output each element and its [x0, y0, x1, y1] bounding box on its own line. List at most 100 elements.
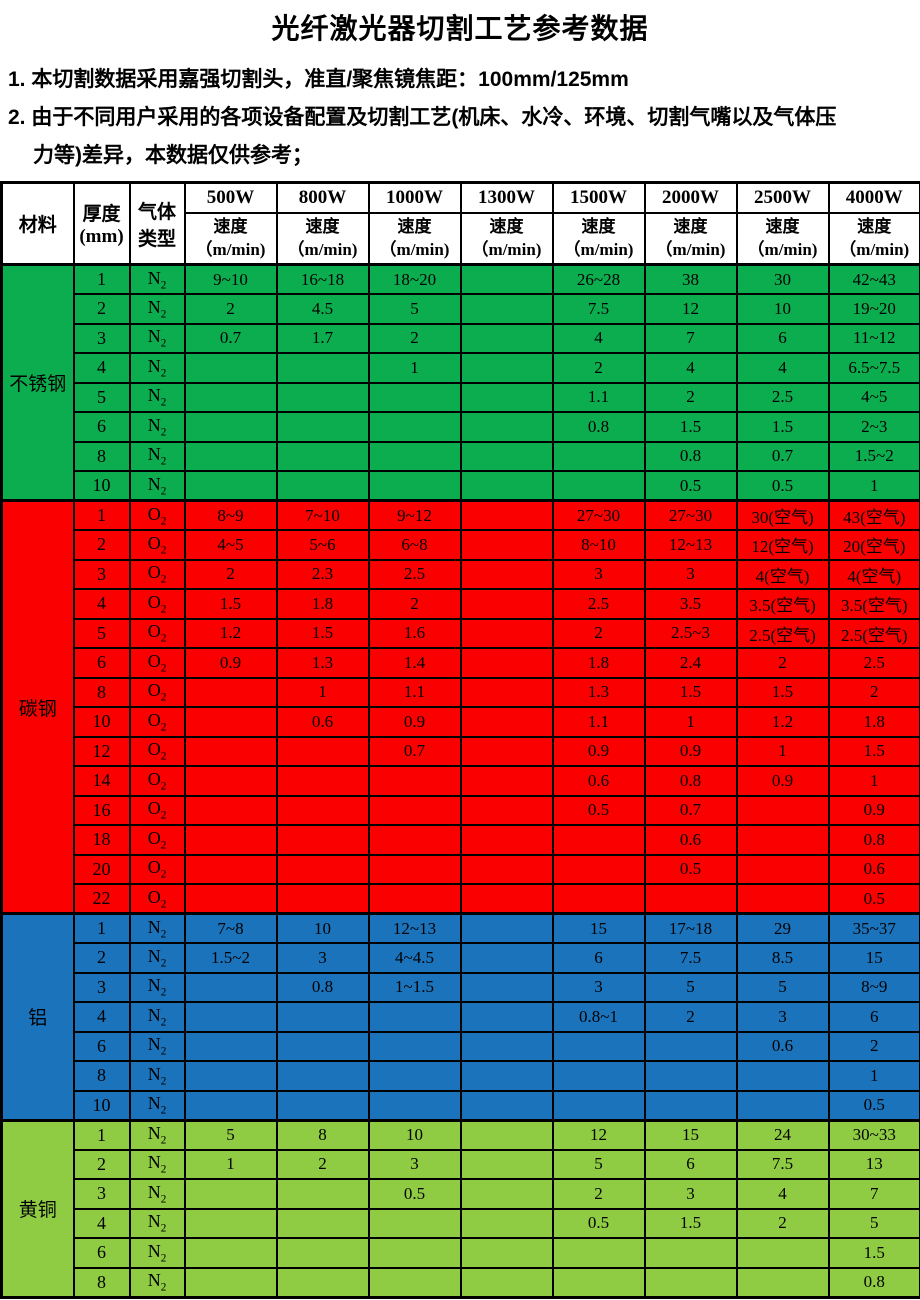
speed-value-cell — [367, 1001, 462, 1033]
thickness-cell: 12 — [72, 735, 131, 767]
speed-value-cell — [459, 499, 554, 531]
speed-value-cell — [735, 1237, 830, 1269]
gas-type-cell: N2 — [128, 912, 186, 944]
material-cell: 碳钢 — [0, 499, 75, 915]
speed-value-cell: 1.1 — [551, 706, 646, 738]
speed-value-cell: 30~33 — [827, 1118, 920, 1151]
speed-value-cell: 2.5~3 — [643, 617, 738, 649]
speed-value-cell: 38 — [643, 263, 738, 295]
speed-value-cell: 4~5 — [827, 381, 920, 413]
table-row: 10 N2 0.5 — [1, 1089, 920, 1121]
thickness-cell: 2 — [72, 293, 131, 325]
speed-value-cell: 9~12 — [367, 499, 462, 531]
speed-value-cell — [551, 1030, 646, 1062]
table-row: 4 N2 0.8~1 2 3 6 — [1, 1001, 920, 1033]
speed-value-cell: 1.5~2 — [827, 440, 920, 472]
speed-value-cell: 12 — [551, 1118, 646, 1151]
note-1: 1. 本切割数据采用嘉强切割头，准直/聚焦镜焦距：100mm/125mm — [8, 68, 629, 91]
speed-value-cell: 1 — [183, 1148, 278, 1180]
thickness-cell: 10 — [72, 470, 131, 502]
speed-value-cell — [459, 322, 554, 354]
thickness-cell: 3 — [72, 558, 131, 590]
power-header-cell: 800W — [275, 181, 370, 214]
speed-value-cell: 0.8 — [827, 1266, 920, 1298]
speed-value-cell — [459, 588, 554, 620]
speed-value-cell — [183, 1030, 278, 1062]
gas-type-cell: N2 — [128, 1266, 186, 1298]
speed-value-cell: 5 — [643, 971, 738, 1003]
speed-value-cell — [735, 853, 830, 885]
speed-value-cell — [367, 1030, 462, 1062]
speed-value-cell: 10 — [735, 293, 830, 325]
speed-value-cell — [183, 883, 278, 915]
speed-value-cell: 5 — [827, 1207, 920, 1239]
speed-value-cell: 12 — [643, 293, 738, 325]
gas-type-cell: N2 — [128, 1237, 186, 1269]
speed-value-cell — [183, 1001, 278, 1033]
page-title: 光纤激光器切割工艺参考数据 — [271, 13, 649, 44]
speed-value-cell: 1 — [367, 352, 462, 384]
speed-value-cell — [367, 765, 462, 797]
gas-type-cell: N2 — [128, 1060, 186, 1092]
speed-value-cell — [183, 706, 278, 738]
speed-value-cell — [275, 1266, 370, 1298]
speed-value-cell — [643, 1089, 738, 1121]
speed-value-cell — [459, 735, 554, 767]
speed-value-cell — [183, 440, 278, 472]
speed-value-cell: 7.5 — [551, 293, 646, 325]
table-row: 10 O2 0.6 0.9 1.1 1 1.2 1.8 — [1, 706, 920, 738]
speed-value-cell: 0.5 — [551, 794, 646, 826]
speed-value-cell: 0.8 — [643, 440, 738, 472]
speed-value-cell — [459, 942, 554, 974]
gas-type-cell: O2 — [128, 824, 186, 856]
speed-value-cell — [459, 971, 554, 1003]
material-cell: 黄铜 — [0, 1118, 75, 1298]
speed-value-cell: 15 — [551, 912, 646, 944]
speed-value-cell: 4~4.5 — [367, 942, 462, 974]
speed-value-cell — [459, 676, 554, 708]
speed-value-cell: 2 — [367, 588, 462, 620]
table-row: 3 N2 0.5 2 3 4 7 — [1, 1178, 920, 1210]
speed-value-cell: 0.9 — [827, 794, 920, 826]
thickness-cell: 10 — [72, 706, 131, 738]
speed-value-cell: 11~12 — [827, 322, 920, 354]
table-row: 20 O2 0.5 0.6 — [1, 853, 920, 885]
speed-value-cell — [459, 647, 554, 679]
speed-value-cell — [643, 1030, 738, 1062]
speed-value-cell: 1.2 — [735, 706, 830, 738]
table-row: 2 N2 1.5~2 3 4~4.5 6 7.5 8.5 15 — [1, 942, 920, 974]
speed-value-cell: 1.5 — [735, 411, 830, 443]
power-header-cell: 1000W — [367, 181, 462, 214]
speed-value-cell: 1 — [735, 735, 830, 767]
speed-value-cell: 30 — [735, 263, 830, 295]
note-2-line-2: 力等)差异，本数据仅供参考； — [33, 144, 313, 167]
gas-type-cell: N2 — [128, 1118, 186, 1151]
gas-type-cell: N2 — [128, 1148, 186, 1180]
speed-value-cell — [367, 1089, 462, 1121]
power-header-cell: 500W — [183, 181, 278, 214]
table-row: 18 O2 0.6 0.8 — [1, 824, 920, 856]
table-row: 8 N2 1 — [1, 1060, 920, 1092]
table-row: 6 N2 0.8 1.5 1.5 2~3 — [1, 411, 920, 443]
speed-value-cell: 0.7 — [367, 735, 462, 767]
speed-value-cell: 8~10 — [551, 529, 646, 561]
thickness-cell: 2 — [72, 529, 131, 561]
power-header-cell: 2500W — [735, 181, 830, 214]
speed-value-cell — [459, 912, 554, 944]
speed-value-cell: 7~10 — [275, 499, 370, 531]
gas-type-cell: N2 — [128, 1030, 186, 1062]
speed-value-cell: 5 — [183, 1118, 278, 1151]
thickness-cell: 1 — [72, 263, 131, 295]
speed-value-cell: 1.5 — [735, 676, 830, 708]
speed-header-cell: 速度 （m/min) — [643, 211, 738, 266]
speed-value-cell: 0.6 — [827, 853, 920, 885]
gas-type-cell: N2 — [128, 1089, 186, 1121]
thickness-cell: 18 — [72, 824, 131, 856]
speed-value-cell — [459, 1266, 554, 1298]
gas-type-cell: O2 — [128, 617, 186, 649]
speed-value-cell — [551, 1266, 646, 1298]
gas-type-cell: O2 — [128, 499, 186, 531]
thickness-cell: 5 — [72, 617, 131, 649]
speed-value-cell: 3.5(空气) — [735, 588, 830, 620]
speed-value-cell — [735, 794, 830, 826]
